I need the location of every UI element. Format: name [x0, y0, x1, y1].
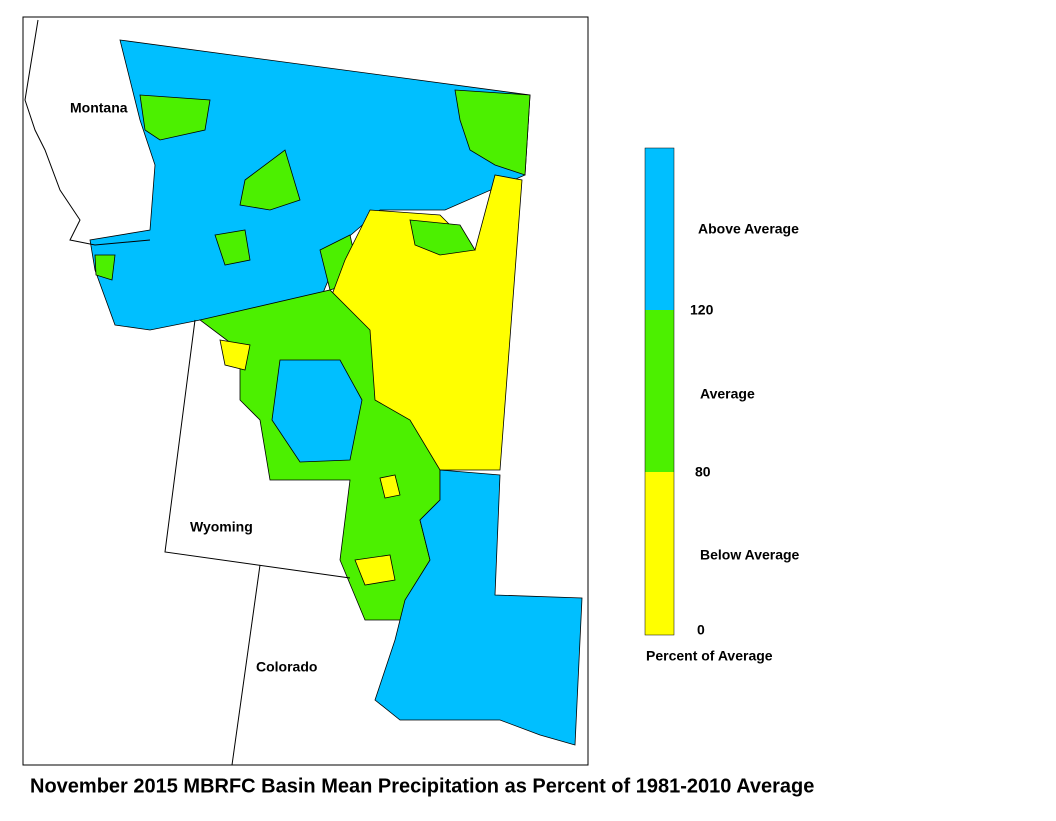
state-boundaries: [24, 19, 351, 766]
legend-frame: [644, 147, 675, 636]
legend-title: Percent of Average: [646, 648, 773, 664]
legend-break: 0: [697, 622, 705, 638]
legend-break: 80: [695, 464, 711, 480]
basin-region: [214, 229, 251, 266]
basin-region: [374, 469, 583, 746]
caption: November 2015 MBRFC Basin Mean Precipita…: [30, 775, 814, 797]
state-label: Montana: [70, 100, 128, 116]
colorado-border: [231, 564, 261, 766]
basin-region: [454, 89, 531, 176]
legend-label: Above Average: [698, 221, 799, 237]
basin-region: [354, 554, 396, 586]
state-label: Wyoming: [190, 519, 253, 535]
basin-region: [409, 219, 476, 256]
basin-region: [139, 94, 211, 141]
state-label: Colorado: [256, 659, 317, 675]
legend-label: Average: [700, 386, 755, 402]
basin-region: [239, 149, 301, 211]
wyoming-border: [164, 319, 351, 579]
legend-label: Below Average: [700, 547, 800, 563]
legend-swatch: [645, 148, 674, 310]
legend-break: 120: [690, 302, 714, 318]
legend-swatch: [645, 310, 674, 472]
basin-region: [219, 339, 251, 371]
basin-region: [271, 359, 363, 463]
basin-region: [94, 254, 116, 281]
basin-region: [379, 474, 401, 499]
legend-swatch: [645, 472, 674, 635]
basins: [89, 39, 583, 746]
montana-border: [24, 19, 151, 246]
legend: Above Average Average Below Average 120 …: [644, 147, 800, 664]
